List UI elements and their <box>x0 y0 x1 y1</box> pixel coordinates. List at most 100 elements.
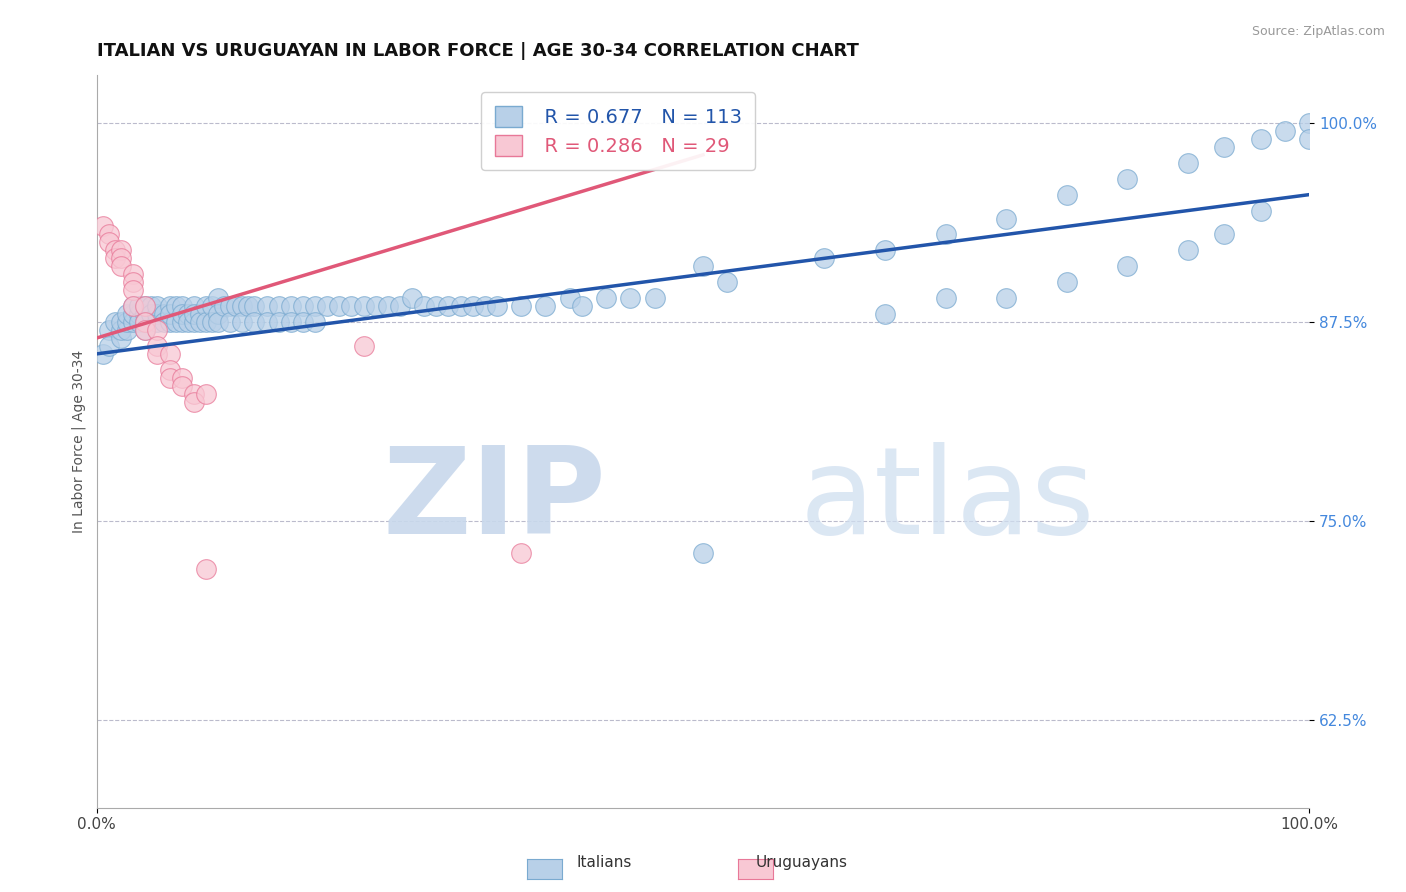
Point <box>159 370 181 384</box>
Point <box>207 315 229 329</box>
Point <box>304 299 326 313</box>
Point <box>243 315 266 329</box>
Point <box>104 252 127 266</box>
Point <box>183 315 205 329</box>
Point <box>146 315 169 329</box>
Point <box>873 244 896 258</box>
Point <box>91 347 114 361</box>
Point <box>110 315 132 329</box>
Point <box>219 315 242 329</box>
Point <box>425 299 447 313</box>
Point <box>340 299 363 313</box>
Point <box>267 299 290 313</box>
Point <box>328 299 350 313</box>
Point <box>98 235 121 250</box>
Point <box>110 252 132 266</box>
Point <box>280 315 302 329</box>
Point <box>413 299 436 313</box>
Point <box>1116 171 1139 186</box>
Point <box>91 219 114 234</box>
Point <box>934 291 956 305</box>
Point <box>194 299 217 313</box>
Text: Uruguayans: Uruguayans <box>755 855 848 870</box>
Point <box>122 307 145 321</box>
Point <box>692 546 714 560</box>
Point <box>201 299 224 313</box>
Point <box>1213 140 1236 154</box>
Point <box>316 299 339 313</box>
Point <box>231 299 253 313</box>
Point <box>267 315 290 329</box>
Point <box>485 299 508 313</box>
Point <box>231 315 253 329</box>
Text: Source: ZipAtlas.com: Source: ZipAtlas.com <box>1251 25 1385 38</box>
Point <box>128 315 150 329</box>
Point <box>141 307 163 321</box>
Legend:   R = 0.677   N = 113,   R = 0.286   N = 29: R = 0.677 N = 113, R = 0.286 N = 29 <box>481 92 755 169</box>
Point <box>571 299 593 313</box>
Point <box>1056 275 1078 289</box>
Point <box>159 299 181 313</box>
Point <box>159 307 181 321</box>
Point <box>1250 132 1272 146</box>
Point <box>619 291 641 305</box>
Point <box>115 323 138 337</box>
Point <box>219 299 242 313</box>
Point <box>1298 116 1320 130</box>
Point <box>170 299 193 313</box>
Point <box>304 315 326 329</box>
Text: atlas: atlas <box>800 442 1095 558</box>
Point <box>146 323 169 337</box>
Point <box>134 299 156 313</box>
Point <box>1250 203 1272 218</box>
Point <box>1177 244 1199 258</box>
Point <box>194 386 217 401</box>
Point <box>146 307 169 321</box>
Point <box>122 283 145 297</box>
Point <box>450 299 472 313</box>
Point <box>534 299 557 313</box>
Point <box>243 299 266 313</box>
Point <box>188 315 211 329</box>
Point <box>128 299 150 313</box>
Point <box>134 315 156 329</box>
Text: ITALIAN VS URUGUAYAN IN LABOR FORCE | AGE 30-34 CORRELATION CHART: ITALIAN VS URUGUAYAN IN LABOR FORCE | AG… <box>97 42 859 60</box>
Point <box>1213 227 1236 242</box>
Point <box>134 315 156 329</box>
Point <box>256 299 278 313</box>
Text: Italians: Italians <box>576 855 633 870</box>
Point <box>159 363 181 377</box>
Point <box>280 299 302 313</box>
Point <box>122 267 145 281</box>
Y-axis label: In Labor Force | Age 30-34: In Labor Force | Age 30-34 <box>72 350 86 533</box>
Point <box>1056 187 1078 202</box>
Point <box>1298 132 1320 146</box>
Point <box>995 291 1018 305</box>
Point <box>401 291 423 305</box>
Point <box>1116 260 1139 274</box>
Point <box>115 307 138 321</box>
Point <box>183 386 205 401</box>
Point <box>510 546 533 560</box>
Point <box>461 299 484 313</box>
Point <box>98 227 121 242</box>
Point <box>146 339 169 353</box>
Point <box>128 307 150 321</box>
Point <box>353 299 375 313</box>
Point <box>170 315 193 329</box>
Point <box>170 370 193 384</box>
Point <box>813 252 835 266</box>
Point <box>256 315 278 329</box>
Point <box>177 307 200 321</box>
Point <box>104 315 127 329</box>
Point <box>122 299 145 313</box>
Point <box>188 307 211 321</box>
Point <box>364 299 387 313</box>
Point <box>388 299 411 313</box>
Point <box>141 299 163 313</box>
Point <box>225 299 247 313</box>
Point <box>134 323 156 337</box>
Point <box>134 299 156 313</box>
Point <box>194 315 217 329</box>
Point <box>177 315 200 329</box>
